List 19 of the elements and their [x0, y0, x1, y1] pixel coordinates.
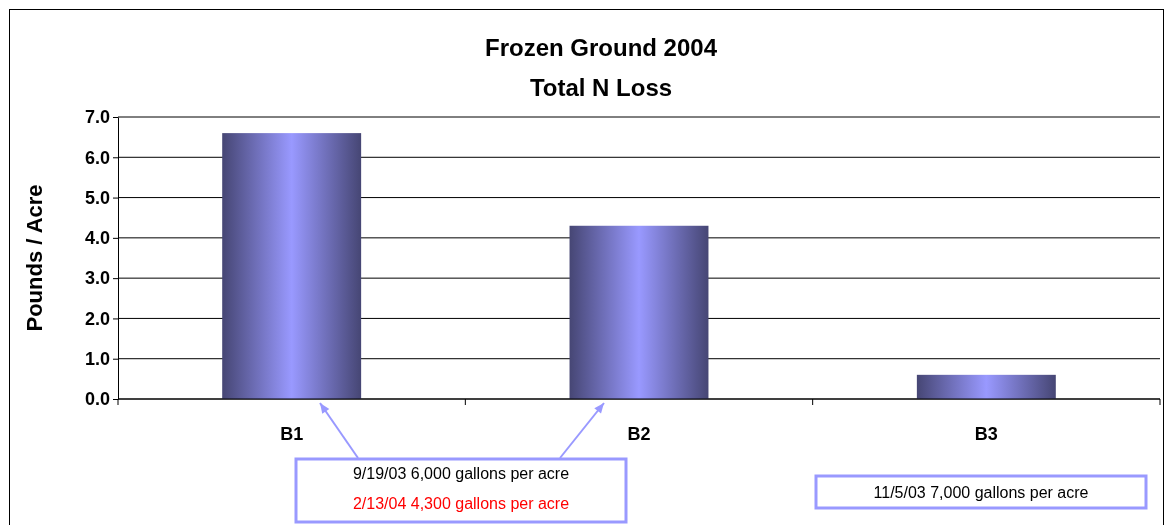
y-tick-label: 6.0 — [84, 147, 110, 168]
y-tick-label: 0.0 — [84, 389, 110, 410]
text: 2/13/04 4,300 gallons per acre — [352, 495, 570, 512]
x-tick-label: B1 — [280, 423, 304, 444]
y-tick-label: 1.0 — [84, 348, 110, 369]
y-tick-label: 5.0 — [84, 187, 110, 208]
y-axis-title: Pounds / Acre — [22, 184, 47, 332]
y-tick-label: 4.0 — [84, 228, 110, 249]
y-tick-label: 7.0 — [84, 107, 110, 128]
bar — [916, 374, 1056, 399]
x-tick-label: B3 — [974, 423, 998, 444]
text: 9/19/03 6,000 gallons per acre — [352, 465, 570, 482]
chart-title: Frozen Ground 2004 Total N Loss — [484, 34, 718, 101]
y-tick-label: 2.0 — [84, 308, 110, 329]
bar — [222, 133, 362, 399]
x-tick-label: B2 — [627, 423, 651, 444]
y-tick-label: 3.0 — [84, 268, 110, 289]
text: 11/5/03 7,000 gallons per acre — [873, 484, 1089, 501]
bar — [569, 225, 709, 399]
